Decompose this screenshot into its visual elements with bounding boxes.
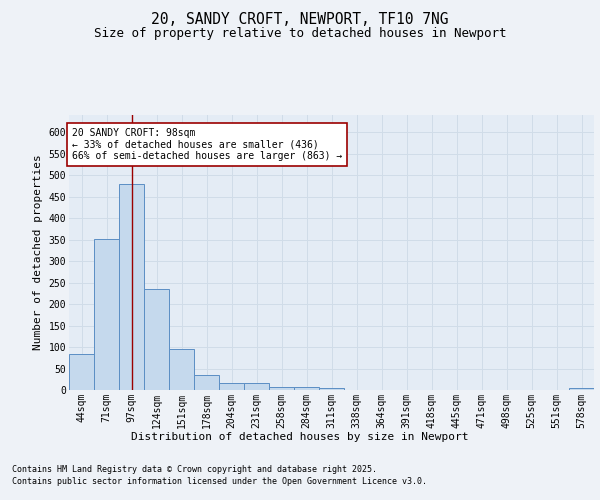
Text: Contains public sector information licensed under the Open Government Licence v3: Contains public sector information licen… bbox=[12, 478, 427, 486]
Bar bbox=[169, 349, 194, 390]
Bar bbox=[144, 288, 169, 390]
Bar bbox=[194, 374, 219, 390]
Bar bbox=[569, 388, 594, 390]
Text: Size of property relative to detached houses in Newport: Size of property relative to detached ho… bbox=[94, 28, 506, 40]
Bar bbox=[69, 354, 94, 390]
Bar bbox=[294, 387, 319, 390]
Y-axis label: Number of detached properties: Number of detached properties bbox=[33, 154, 43, 350]
Text: 20 SANDY CROFT: 98sqm
← 33% of detached houses are smaller (436)
66% of semi-det: 20 SANDY CROFT: 98sqm ← 33% of detached … bbox=[71, 128, 342, 161]
Bar bbox=[319, 388, 344, 390]
Text: 20, SANDY CROFT, NEWPORT, TF10 7NG: 20, SANDY CROFT, NEWPORT, TF10 7NG bbox=[151, 12, 449, 28]
Text: Contains HM Land Registry data © Crown copyright and database right 2025.: Contains HM Land Registry data © Crown c… bbox=[12, 465, 377, 474]
Text: Distribution of detached houses by size in Newport: Distribution of detached houses by size … bbox=[131, 432, 469, 442]
Bar bbox=[94, 239, 119, 390]
Bar bbox=[219, 382, 244, 390]
Bar bbox=[119, 184, 144, 390]
Bar bbox=[244, 382, 269, 390]
Bar bbox=[269, 387, 294, 390]
